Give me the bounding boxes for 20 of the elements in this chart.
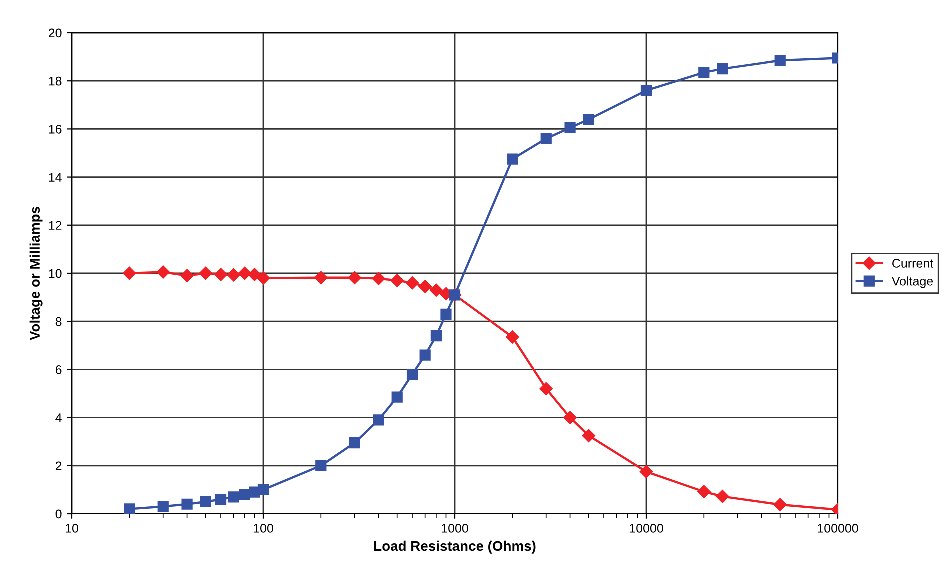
- y-tick-label: 12: [49, 221, 62, 230]
- x-tick-label: 10000: [630, 524, 664, 533]
- y-tick-label: 4: [56, 414, 62, 422]
- y-tick-label: 8: [56, 317, 62, 326]
- legend-label: Current: [892, 259, 934, 268]
- x-tick-label: 1000: [442, 524, 468, 533]
- y-tick-label: 16: [49, 125, 62, 134]
- legend-label: Voltage: [892, 276, 934, 288]
- x-tick-label: 10: [66, 524, 78, 533]
- x-tick-label: 100000: [818, 524, 858, 533]
- x-tick-label: 100: [254, 524, 274, 533]
- y-tick-label: 6: [56, 366, 62, 374]
- y-tick-label: 0: [56, 510, 62, 519]
- y-tick-label: 2: [56, 462, 62, 470]
- x-axis-title: Load Resistance (Ohms): [374, 540, 536, 554]
- y-tick-label: 10: [49, 269, 62, 278]
- y-tick-label: 20: [49, 28, 62, 38]
- y-tick-label: 14: [49, 173, 62, 182]
- y-axis-title: Voltage or Milliamps: [30, 207, 43, 340]
- y-tick-label: 18: [49, 76, 62, 86]
